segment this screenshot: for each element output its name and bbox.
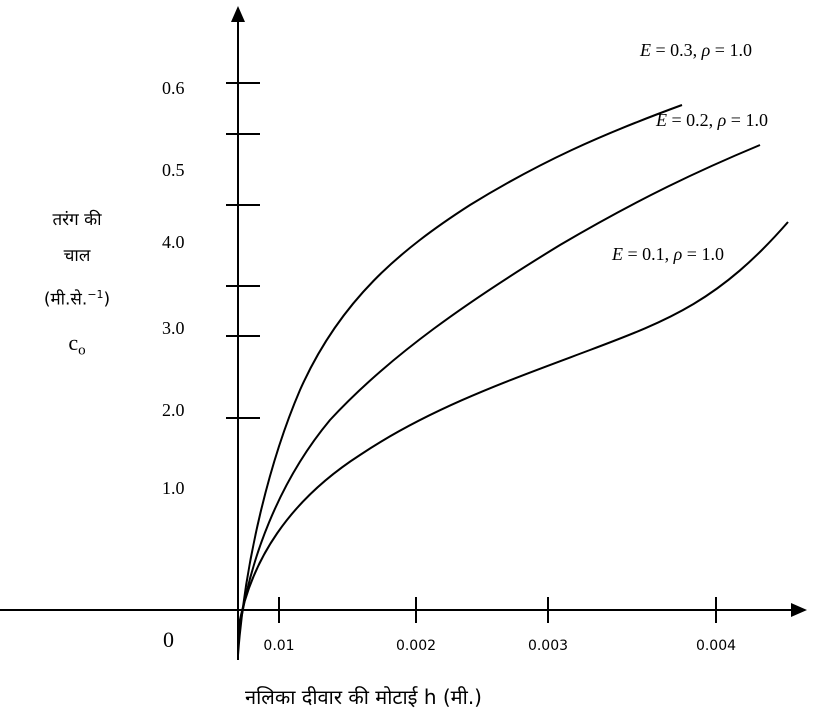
y-tick-label: 4.0 (162, 232, 185, 252)
label-e02-rest2: = 1.0 (726, 110, 768, 130)
series-line (237, 104, 683, 656)
label-e01-rest: = 0.1, (623, 244, 674, 264)
x-ticks: 0.01 0.002 0.003 0.004 (263, 597, 736, 654)
y-axis-label-line2: चाल (22, 248, 132, 265)
x-axis-arrow (791, 603, 807, 617)
x-tick-label: 0.01 (263, 638, 294, 654)
origin-label: 0 (163, 627, 174, 652)
label-e03-rest2: = 1.0 (710, 40, 752, 60)
label-e01-rho: ρ (673, 244, 683, 264)
y-tick-label: 0.5 (162, 160, 185, 180)
label-e03-rest: = 0.3, (651, 40, 702, 60)
y-axis-label-line3: (मी.से.−1) (22, 289, 132, 309)
label-e02-rho: ρ (717, 110, 727, 130)
y-label-unit: (मी.से. (43, 289, 88, 310)
y-tick-label: 2.0 (162, 400, 185, 420)
y-symbol: c (68, 330, 79, 355)
x-tick-label: 0.002 (396, 638, 436, 654)
series-label-e01: E = 0.1, ρ = 1.0 (612, 244, 724, 265)
series-line (237, 221, 789, 631)
x-tick-label: 0.004 (696, 638, 736, 654)
series-label-e02: E = 0.2, ρ = 1.0 (656, 110, 768, 131)
label-e01-E: E (612, 244, 623, 264)
label-e01-rest2: = 1.0 (682, 244, 724, 264)
series-curves (237, 104, 789, 656)
label-e02-rest: = 0.2, (667, 110, 718, 130)
y-tick-label: 0.6 (162, 78, 185, 98)
label-e02-E: E (656, 110, 667, 130)
series-line (237, 144, 761, 641)
label-e03-E: E (640, 40, 651, 60)
y-ticks: 1.0 2.0 3.0 4.0 0.5 0.6 (162, 78, 260, 498)
y-label-unit-sup: −1 (87, 288, 104, 301)
series-label-e03: E = 0.3, ρ = 1.0 (640, 40, 752, 61)
x-tick-label: 0.003 (528, 638, 568, 654)
x-axis-label: नलिका दीवार की मोटाई h (मी.) (245, 685, 482, 709)
axes (0, 6, 807, 660)
y-tick-label: 1.0 (162, 478, 185, 498)
y-label-unit-end: ) (103, 289, 111, 310)
y-axis-label: तरंग की (22, 212, 132, 229)
y-label-line1: तरंग की (52, 210, 102, 230)
y-axis-arrow (231, 6, 245, 22)
y-symbol-sub: o (78, 342, 86, 359)
label-e03-rho: ρ (701, 40, 711, 60)
y-axis-symbol: co (22, 332, 132, 358)
y-tick-label: 3.0 (162, 318, 185, 338)
y-label-line2: चाल (63, 246, 91, 266)
